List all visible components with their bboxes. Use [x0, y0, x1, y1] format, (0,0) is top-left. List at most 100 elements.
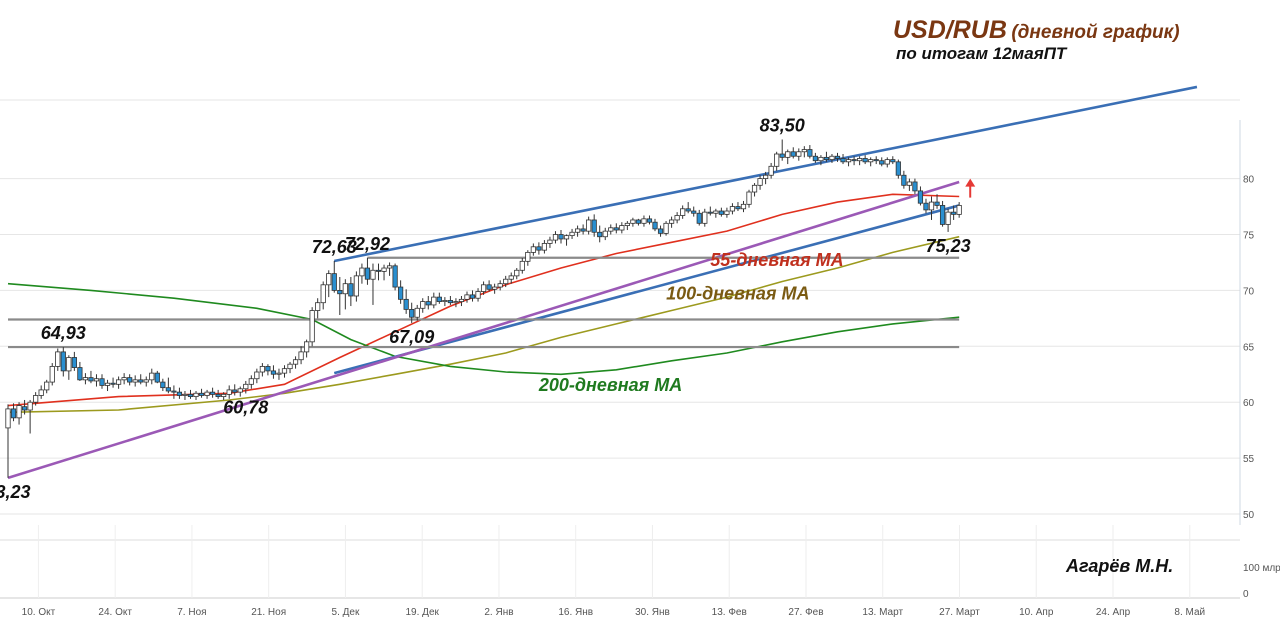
candle-body — [326, 273, 332, 286]
candle-body — [171, 390, 177, 393]
candle-body — [469, 294, 476, 299]
candle-body — [868, 159, 874, 163]
candle-body — [718, 210, 724, 215]
candle-body — [458, 298, 465, 302]
volume-scale-label: 100 млр — [1243, 563, 1280, 574]
candle-body — [154, 372, 160, 383]
candle-body — [580, 228, 586, 232]
candle-body — [392, 265, 398, 288]
candle-body — [895, 161, 901, 176]
candle-body — [486, 284, 492, 290]
x-tick-label: 7. Ноя — [177, 607, 206, 618]
candle-body — [198, 392, 205, 396]
candle-body — [928, 201, 935, 211]
x-tick-label: 16. Янв — [558, 607, 593, 618]
candle-body — [613, 227, 619, 231]
candle-body — [348, 283, 354, 297]
price-annotation: 72,92 — [345, 234, 390, 254]
x-tick-label: 2. Янв — [484, 607, 513, 618]
candle-body — [38, 389, 44, 396]
candle-body — [149, 372, 155, 381]
x-tick-label: 19. Дек — [406, 607, 440, 618]
arrow-head — [965, 178, 976, 187]
candle-body — [93, 378, 100, 382]
candle-body — [425, 301, 431, 306]
candle-body — [873, 159, 879, 162]
candle-body — [945, 211, 951, 225]
candle-body — [88, 377, 94, 382]
y-tick-label: 75 — [1243, 231, 1255, 242]
candle-body — [669, 219, 675, 224]
candle-body — [375, 269, 382, 272]
candle-body — [453, 301, 459, 304]
candle-body — [746, 191, 752, 205]
candle-body — [304, 341, 310, 353]
candle-body — [315, 302, 321, 311]
candle-body — [254, 371, 260, 380]
candle-body — [475, 291, 481, 299]
candle-body — [436, 296, 442, 302]
candle-body — [818, 156, 824, 162]
candle-body — [685, 208, 691, 212]
candle-body — [55, 351, 61, 367]
candle-body — [939, 205, 946, 225]
candle-body — [840, 158, 846, 163]
candle-body — [624, 222, 630, 226]
candle-body — [713, 210, 719, 214]
candle-body — [138, 379, 144, 383]
candle-body — [442, 300, 448, 302]
author-signature: Агарёв М.Н. — [1066, 556, 1174, 576]
candle-body — [492, 286, 498, 290]
candle-body — [464, 294, 470, 300]
candle-body — [845, 159, 852, 163]
candle-body — [259, 366, 265, 373]
candle-body — [165, 387, 171, 392]
candle-body — [331, 273, 337, 291]
candle-body — [66, 357, 72, 372]
price-annotation: 53,23 — [0, 482, 31, 502]
candle-body — [121, 377, 127, 381]
candle-body — [541, 243, 548, 251]
candle-body — [729, 206, 736, 212]
candle-body — [751, 184, 758, 193]
candle-body — [132, 379, 138, 383]
candle-body — [292, 359, 299, 365]
candle-body — [193, 392, 199, 398]
candle-body — [342, 283, 348, 295]
candle-body — [27, 401, 33, 411]
candle-body — [906, 181, 912, 186]
candle-body — [414, 307, 420, 318]
candle-body — [409, 309, 415, 318]
candle-body — [641, 218, 647, 224]
candle-body — [657, 228, 664, 234]
candle-body — [160, 381, 166, 389]
candle-body — [912, 181, 918, 192]
candle-body — [77, 367, 83, 381]
y-tick-label: 65 — [1243, 342, 1255, 353]
candle-body — [597, 231, 603, 238]
candle-body — [558, 234, 564, 240]
candle-body — [812, 155, 818, 162]
candle-body — [563, 235, 570, 240]
candle-body — [143, 379, 149, 383]
candle-body — [602, 230, 608, 238]
candle-body — [519, 260, 525, 271]
x-tick-label: 27. Фев — [788, 607, 823, 618]
candle-body — [232, 389, 238, 393]
candle-body — [116, 379, 122, 385]
candle-body — [403, 298, 409, 310]
candle-body — [226, 389, 232, 395]
support-resistance-lines — [7, 85, 1198, 480]
candle-body — [503, 278, 509, 285]
ma-label: 100-дневная МА — [666, 283, 809, 303]
candle-body — [801, 149, 807, 153]
candle-body — [923, 202, 929, 211]
candle-body — [569, 231, 575, 237]
price-annotation: 64,93 — [41, 323, 86, 343]
candle-body — [104, 382, 111, 386]
candle-body — [320, 284, 326, 304]
candle-body — [71, 357, 77, 368]
price-annotation: 60,78 — [223, 397, 268, 417]
candle-body — [674, 215, 680, 221]
candle-body — [652, 221, 658, 230]
